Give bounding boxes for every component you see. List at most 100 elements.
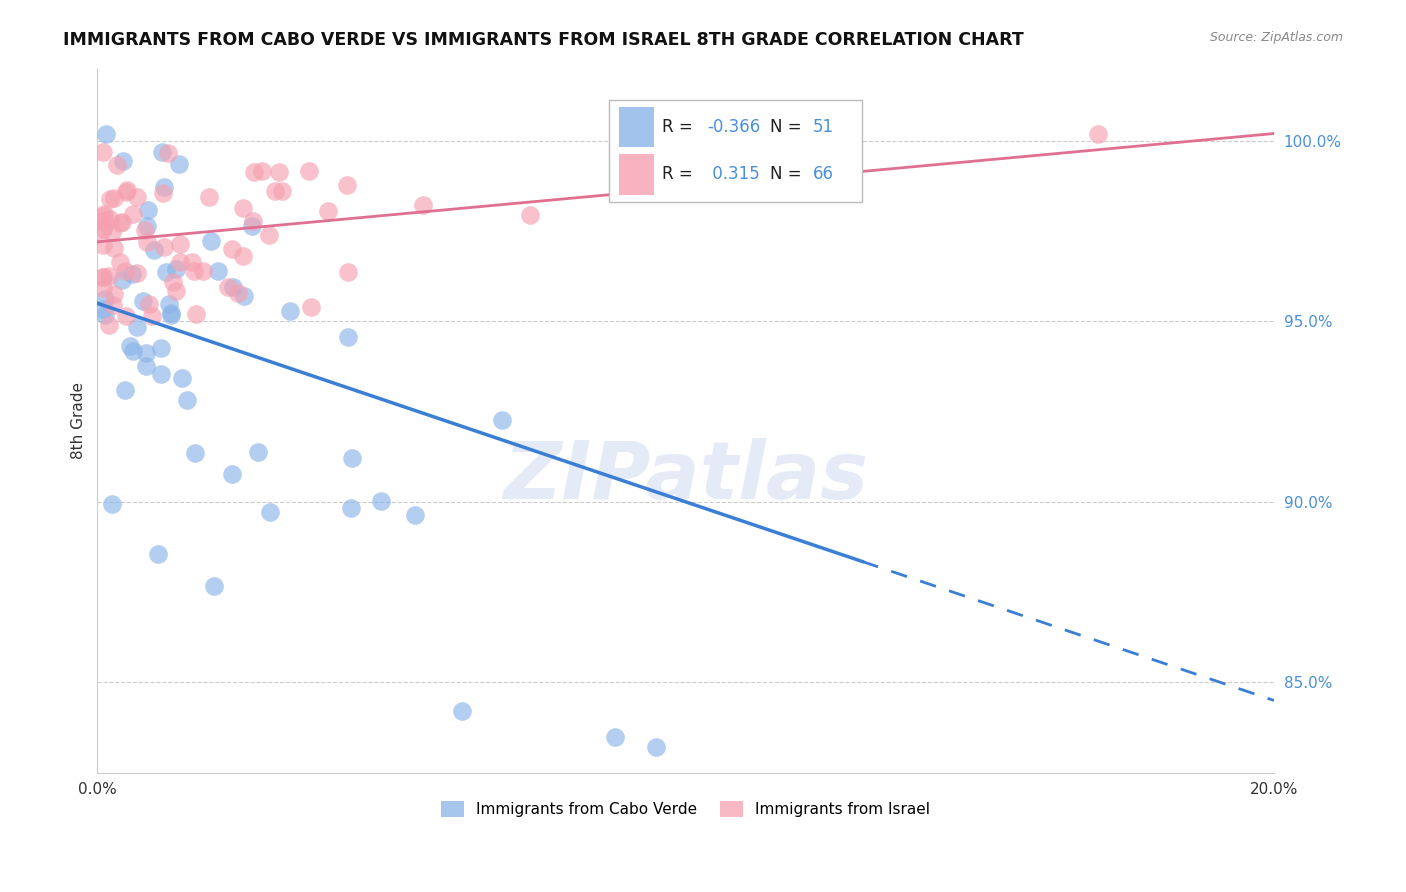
Point	[111, 153, 134, 168]
Point	[451, 704, 474, 718]
Point	[98, 318, 121, 332]
Point	[160, 306, 183, 320]
Point	[135, 219, 157, 233]
Point	[134, 223, 156, 237]
Point	[152, 145, 174, 160]
Text: R =: R =	[662, 118, 699, 136]
Point	[120, 338, 142, 352]
Point	[91, 280, 114, 294]
Point	[1087, 127, 1109, 141]
Point	[257, 227, 280, 242]
Point	[122, 344, 145, 359]
Point	[98, 211, 121, 226]
Point	[93, 206, 115, 220]
Point	[100, 225, 122, 239]
Point	[278, 304, 301, 318]
Point	[150, 368, 173, 382]
Point	[340, 451, 363, 466]
Point	[91, 209, 114, 223]
Point	[156, 146, 179, 161]
Point	[232, 201, 254, 215]
Point	[91, 269, 114, 284]
Y-axis label: 8th Grade: 8th Grade	[72, 382, 86, 459]
Point	[340, 501, 363, 516]
Point	[111, 215, 134, 229]
Point	[337, 265, 360, 279]
Point	[250, 164, 273, 178]
Point	[155, 265, 177, 279]
Point	[269, 165, 291, 179]
Point	[135, 346, 157, 360]
Point	[141, 310, 163, 324]
Point	[132, 293, 155, 308]
Point	[103, 190, 125, 204]
FancyBboxPatch shape	[609, 100, 862, 202]
Point	[103, 298, 125, 312]
Point	[136, 202, 159, 217]
Point	[491, 413, 513, 427]
Point	[222, 280, 245, 294]
Point	[125, 266, 148, 280]
Point	[184, 307, 207, 321]
Point	[122, 207, 145, 221]
Point	[191, 264, 214, 278]
Point	[337, 330, 360, 344]
Point	[153, 239, 176, 253]
Point	[103, 287, 125, 301]
Point	[226, 285, 249, 300]
Point	[412, 198, 434, 212]
Point	[246, 444, 269, 458]
Point	[259, 505, 281, 519]
Text: 51: 51	[813, 118, 834, 136]
Point	[603, 730, 626, 744]
Point	[162, 275, 184, 289]
Point	[125, 190, 148, 204]
Point	[150, 341, 173, 355]
Point	[103, 242, 125, 256]
Point	[181, 255, 204, 269]
Point	[91, 302, 114, 317]
Point	[105, 158, 128, 172]
Point	[198, 189, 221, 203]
Text: N =: N =	[770, 118, 807, 136]
Point	[221, 467, 243, 481]
Point	[115, 185, 138, 199]
Point	[165, 261, 187, 276]
Text: 0.315: 0.315	[707, 165, 759, 183]
Point	[336, 178, 359, 193]
Point	[153, 180, 176, 194]
Point	[217, 280, 239, 294]
Point	[127, 320, 149, 334]
Text: ZIPatlas: ZIPatlas	[503, 438, 869, 516]
Point	[519, 208, 541, 222]
Point	[157, 297, 180, 311]
Point	[135, 235, 157, 249]
Text: R =: R =	[662, 165, 699, 183]
Point	[316, 204, 339, 219]
Point	[91, 222, 114, 236]
Point	[94, 127, 117, 141]
Point	[152, 186, 174, 201]
Point	[176, 393, 198, 408]
Point	[159, 308, 181, 322]
Point	[169, 236, 191, 251]
Point	[404, 508, 426, 522]
Point	[298, 164, 321, 178]
Point	[115, 183, 138, 197]
Point	[97, 268, 120, 283]
Point	[98, 192, 121, 206]
Point	[138, 296, 160, 310]
Point	[110, 216, 132, 230]
Text: 66: 66	[813, 165, 834, 183]
Point	[263, 184, 285, 198]
Point	[170, 371, 193, 385]
Point	[233, 289, 256, 303]
Point	[271, 184, 294, 198]
Point	[135, 359, 157, 373]
Point	[370, 494, 392, 508]
Point	[167, 157, 190, 171]
Text: IMMIGRANTS FROM CABO VERDE VS IMMIGRANTS FROM ISRAEL 8TH GRADE CORRELATION CHART: IMMIGRANTS FROM CABO VERDE VS IMMIGRANTS…	[63, 31, 1024, 49]
Point	[101, 497, 124, 511]
Point	[91, 221, 114, 235]
Point	[221, 243, 243, 257]
